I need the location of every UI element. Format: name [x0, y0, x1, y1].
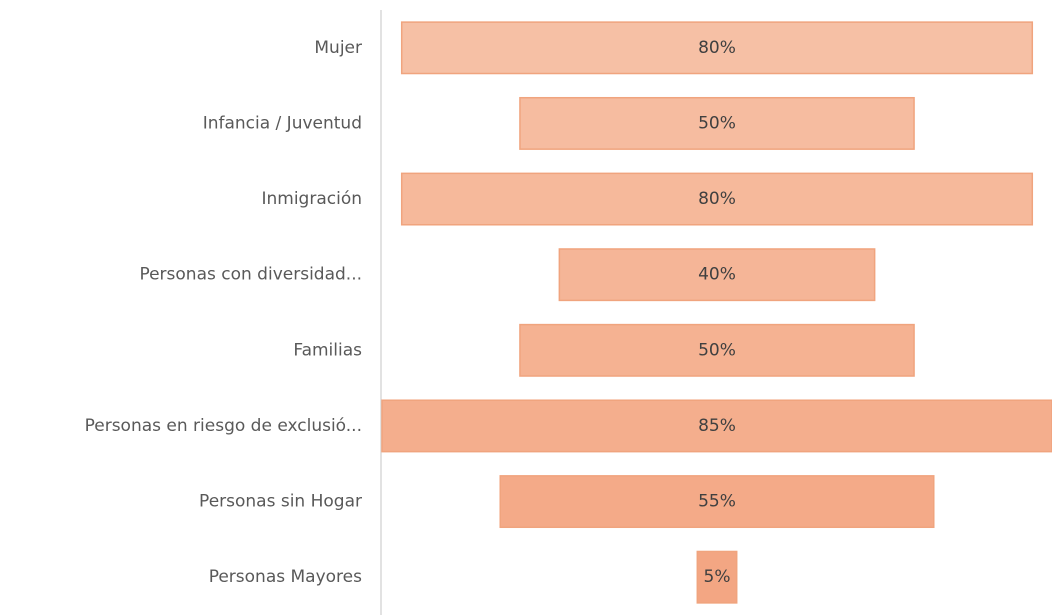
bar — [519, 323, 915, 377]
value-label: 80% — [698, 189, 736, 209]
value-label: 5% — [704, 567, 731, 587]
value-label: 50% — [698, 340, 736, 360]
value-label: 40% — [698, 265, 736, 285]
category-label: Familias — [293, 340, 362, 360]
category-label: Personas sin Hogar — [199, 492, 362, 512]
category-label: Personas en riesgo de exclusió... — [85, 416, 362, 436]
bar — [381, 399, 1052, 453]
bar — [696, 550, 738, 604]
bar — [400, 172, 1034, 226]
bar — [499, 475, 935, 529]
category-label: Inmigración — [261, 189, 362, 209]
value-label: 85% — [698, 416, 736, 436]
category-label: Personas Mayores — [209, 567, 362, 587]
value-label: 80% — [698, 38, 736, 58]
value-label: 50% — [698, 113, 736, 133]
category-label: Mujer — [314, 38, 362, 58]
category-label: Personas con diversidad... — [139, 265, 362, 285]
bar — [519, 96, 915, 150]
category-label: Infancia / Juventud — [203, 113, 362, 133]
bar — [558, 248, 876, 302]
value-label: 55% — [698, 492, 736, 512]
bar — [400, 21, 1034, 75]
